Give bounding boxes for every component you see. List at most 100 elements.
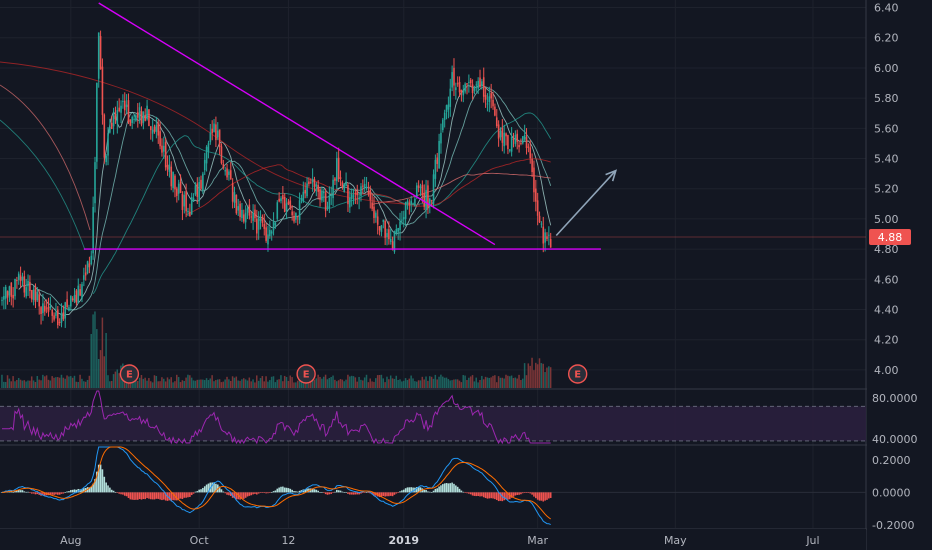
- volume-bar: [96, 329, 98, 388]
- macd-histogram-bar: [148, 492, 150, 499]
- candle-body: [495, 117, 498, 127]
- macd-histogram-bar: [1, 492, 3, 493]
- candle-body: [427, 185, 429, 209]
- volume-bar: [477, 382, 479, 388]
- candle-body: [412, 203, 414, 205]
- macd-histogram-bar: [466, 492, 468, 494]
- candle-body: [103, 114, 106, 158]
- macd-histogram-bar: [352, 492, 355, 495]
- macd-histogram-bar: [406, 487, 409, 493]
- macd-histogram-bar: [542, 492, 545, 502]
- candle-body: [479, 77, 481, 88]
- earnings-marker[interactable]: E: [296, 364, 316, 384]
- candle-body: [125, 104, 128, 107]
- volume-bar: [70, 376, 72, 388]
- macd-histogram-bar: [388, 492, 390, 497]
- volume-bar: [229, 380, 232, 388]
- volume-bar: [404, 378, 407, 388]
- volume-bar: [241, 379, 243, 388]
- volume-bar: [427, 380, 429, 388]
- candle-body: [250, 216, 253, 218]
- volume-bars: [1, 311, 552, 388]
- volume-bar: [243, 378, 245, 388]
- rsi-line: [2, 390, 551, 445]
- macd-histogram-bar: [10, 491, 13, 493]
- candle-body: [81, 284, 83, 299]
- volume-bar: [406, 380, 409, 388]
- candle-body: [174, 175, 176, 190]
- macd-histogram-bar: [430, 492, 433, 493]
- candle-body: [488, 96, 491, 103]
- candle-body: [304, 189, 306, 194]
- macd-histogram-bar: [408, 487, 411, 493]
- macd-histogram-bar: [397, 492, 399, 493]
- volume-bar: [14, 381, 16, 388]
- candle-body: [185, 191, 187, 212]
- volume-bar: [83, 381, 85, 388]
- macd-pane: [0, 446, 866, 526]
- candle-body: [157, 123, 160, 136]
- volume-bar: [384, 382, 386, 388]
- candle-body: [380, 225, 383, 232]
- macd-histogram-bar: [313, 489, 316, 493]
- candle-body: [1, 299, 3, 301]
- macd-histogram-bar: [21, 490, 24, 493]
- projection-arrow[interactable]: [555, 170, 617, 237]
- drawings[interactable]: [83, 2, 618, 250]
- volume-bar: [107, 375, 109, 388]
- macd-histogram-bar: [155, 492, 158, 499]
- volume-bar: [531, 357, 533, 388]
- candle-body: [248, 204, 251, 216]
- candle-body: [540, 223, 543, 225]
- candle-body: [429, 198, 431, 205]
- candle-body: [432, 174, 435, 204]
- volume-bar: [332, 375, 334, 388]
- candle-body: [120, 105, 122, 113]
- volume-bar: [358, 376, 360, 388]
- macd-histogram-bar: [291, 489, 293, 493]
- candle-body: [49, 305, 52, 309]
- candle-body: [419, 186, 422, 188]
- volume-bar: [30, 376, 33, 388]
- volume-bar: [211, 375, 213, 388]
- volume-bar: [257, 380, 260, 388]
- candle-body: [47, 307, 50, 312]
- volume-bar: [399, 379, 401, 388]
- macd-histogram-bar: [70, 490, 72, 493]
- candle-body: [166, 164, 169, 170]
- candle-body: [358, 197, 360, 199]
- macd-histogram-bar: [395, 492, 398, 494]
- candle-body: [349, 197, 351, 208]
- candle-body: [187, 210, 189, 213]
- descending-resistance-trendline[interactable]: [98, 2, 496, 246]
- macd-histogram-bar: [250, 492, 253, 496]
- volume-bar: [187, 374, 189, 388]
- volume-bar: [261, 376, 264, 388]
- candle-body: [438, 140, 440, 169]
- candle-body: [356, 190, 359, 196]
- earnings-marker[interactable]: E: [567, 364, 588, 384]
- volume-bar: [19, 379, 22, 388]
- volume-bar: [527, 363, 530, 388]
- candle-body: [269, 229, 271, 237]
- volume-bar: [205, 378, 208, 388]
- candle-body: [68, 307, 70, 311]
- projection-arrow-head[interactable]: [605, 169, 618, 182]
- candle-body: [4, 286, 7, 299]
- macd-histogram-bar: [375, 492, 377, 496]
- volume-bar: [330, 376, 332, 388]
- candle-body: [510, 136, 513, 152]
- candle-body: [66, 299, 68, 308]
- candle-body: [468, 81, 470, 83]
- candle-body: [123, 100, 126, 111]
- macd-histogram-bar: [207, 483, 210, 493]
- candle-body: [395, 228, 398, 234]
- candle-body: [283, 197, 286, 213]
- volume-bar: [423, 379, 425, 388]
- volume-bar: [367, 382, 370, 388]
- candle-body: [189, 211, 191, 217]
- volume-bar: [224, 379, 226, 388]
- earnings-marker[interactable]: E: [119, 364, 140, 384]
